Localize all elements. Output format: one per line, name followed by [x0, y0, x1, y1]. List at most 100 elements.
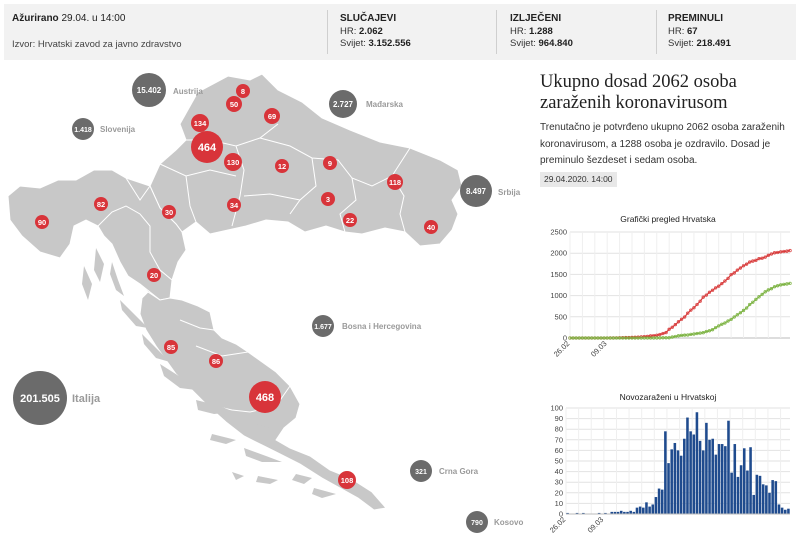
county-value: 85: [167, 343, 175, 352]
series-point: [568, 336, 572, 340]
cases-title: SLUČAJEVI: [340, 13, 397, 24]
y-tick-label: 90: [555, 414, 563, 423]
series-point: [692, 332, 696, 336]
series-point: [679, 317, 684, 321]
x-tick-label: 09.03: [586, 515, 606, 535]
county-marker: 108: [338, 471, 356, 489]
series-point: [574, 336, 578, 340]
neighbor-label: Austrija: [173, 87, 203, 96]
series-point: [744, 306, 749, 310]
neighbor-italy: 201.505 Italija: [13, 371, 101, 425]
series-point: [713, 325, 718, 330]
county-circle: [191, 114, 209, 132]
y-tick-label: 40: [555, 467, 563, 476]
neighbor-value: 321: [415, 469, 427, 476]
neighbor-markers: 15.402 Austrija 2.727 Mađarska 1.418 Slo…: [13, 73, 523, 533]
bar: [727, 420, 730, 514]
y-tick-label: 50: [555, 457, 563, 466]
series-point: [704, 329, 708, 334]
series-point: [707, 329, 712, 333]
bar: [657, 488, 661, 514]
bar: [752, 494, 755, 514]
bar: [664, 431, 667, 514]
y-tick-label: 60: [555, 446, 563, 455]
county-value: 468: [256, 392, 274, 404]
county-value: 69: [268, 112, 276, 121]
county-marker: 69: [264, 108, 280, 124]
series-point: [732, 271, 736, 275]
series-point: [766, 253, 770, 257]
series-point: [614, 336, 619, 340]
series-point: [682, 333, 687, 337]
series-point: [602, 336, 606, 340]
series-point: [757, 257, 761, 261]
bar: [676, 450, 680, 514]
neighbor-label: Italija: [72, 393, 101, 405]
series-point: [630, 336, 634, 340]
county-marker: 464: [191, 131, 223, 163]
county-circle: [323, 156, 337, 170]
bar: [717, 444, 721, 514]
y-tick-label: 70: [555, 435, 563, 444]
county-marker: 30: [162, 205, 176, 219]
y-tick-label: 2000: [550, 249, 567, 258]
neighbor-circle: [329, 90, 357, 118]
timestamp-badge: 29.04.2020. 14:00: [540, 172, 617, 187]
series-point: [686, 311, 690, 315]
county-circle: [191, 131, 223, 163]
series-point: [624, 336, 628, 340]
bar: [651, 504, 655, 514]
series-point: [760, 256, 764, 260]
bar: [768, 492, 771, 514]
series-point: [698, 331, 702, 335]
county-marker: 12: [275, 159, 289, 173]
county-marker: 34: [227, 198, 241, 212]
county-markers: 8 50 69 134 464 130 12 9 118 3 22 40 82 …: [35, 84, 438, 489]
series-point: [713, 286, 718, 290]
series-point: [763, 255, 767, 259]
county-circle: [164, 340, 178, 354]
series-point: [782, 249, 786, 254]
y-tick-label: 10: [555, 499, 563, 508]
y-tick-label: 2500: [550, 228, 567, 237]
series-point: [717, 324, 721, 328]
series-point: [652, 336, 656, 340]
series-point: [763, 290, 767, 294]
bar: [638, 506, 642, 514]
series-point: [695, 302, 699, 307]
bar: [765, 485, 768, 514]
neighbor-slovenia: 1.418 Slovenija: [72, 118, 136, 140]
region-istra-lika: [7, 169, 187, 301]
y-tick-label: 20: [555, 488, 563, 497]
series-point: [580, 336, 585, 340]
series-point: [661, 336, 665, 340]
neighbor-label: Slovenija: [100, 125, 136, 134]
neighbor-circle: [13, 371, 67, 425]
bar: [774, 481, 778, 514]
series-point: [636, 336, 640, 340]
county-circle: [227, 198, 241, 212]
y-tick-label: 1500: [550, 270, 567, 279]
bar: [720, 444, 724, 514]
bar: [582, 512, 585, 514]
county-circle: [387, 174, 403, 190]
series-point: [689, 308, 693, 312]
bar: [673, 442, 677, 514]
deaths-hr: HR: 67: [668, 26, 698, 37]
series-point: [754, 297, 758, 302]
series-point: [667, 327, 671, 331]
bar: [660, 489, 664, 514]
series-point: [748, 302, 752, 307]
county-circle: [275, 159, 289, 173]
county-circle: [343, 213, 357, 227]
bar: [708, 439, 711, 514]
bar: [783, 509, 787, 514]
series-point: [729, 317, 733, 321]
bar: [761, 484, 765, 514]
county-marker: 90: [35, 215, 49, 229]
croatia-map: 15.402 Austrija 2.727 Mađarska 1.418 Slo…: [7, 73, 523, 533]
neighbor-montenegro: 321 Crna Gora: [410, 460, 479, 482]
county-value: 464: [198, 142, 217, 154]
county-value: 12: [278, 162, 286, 171]
